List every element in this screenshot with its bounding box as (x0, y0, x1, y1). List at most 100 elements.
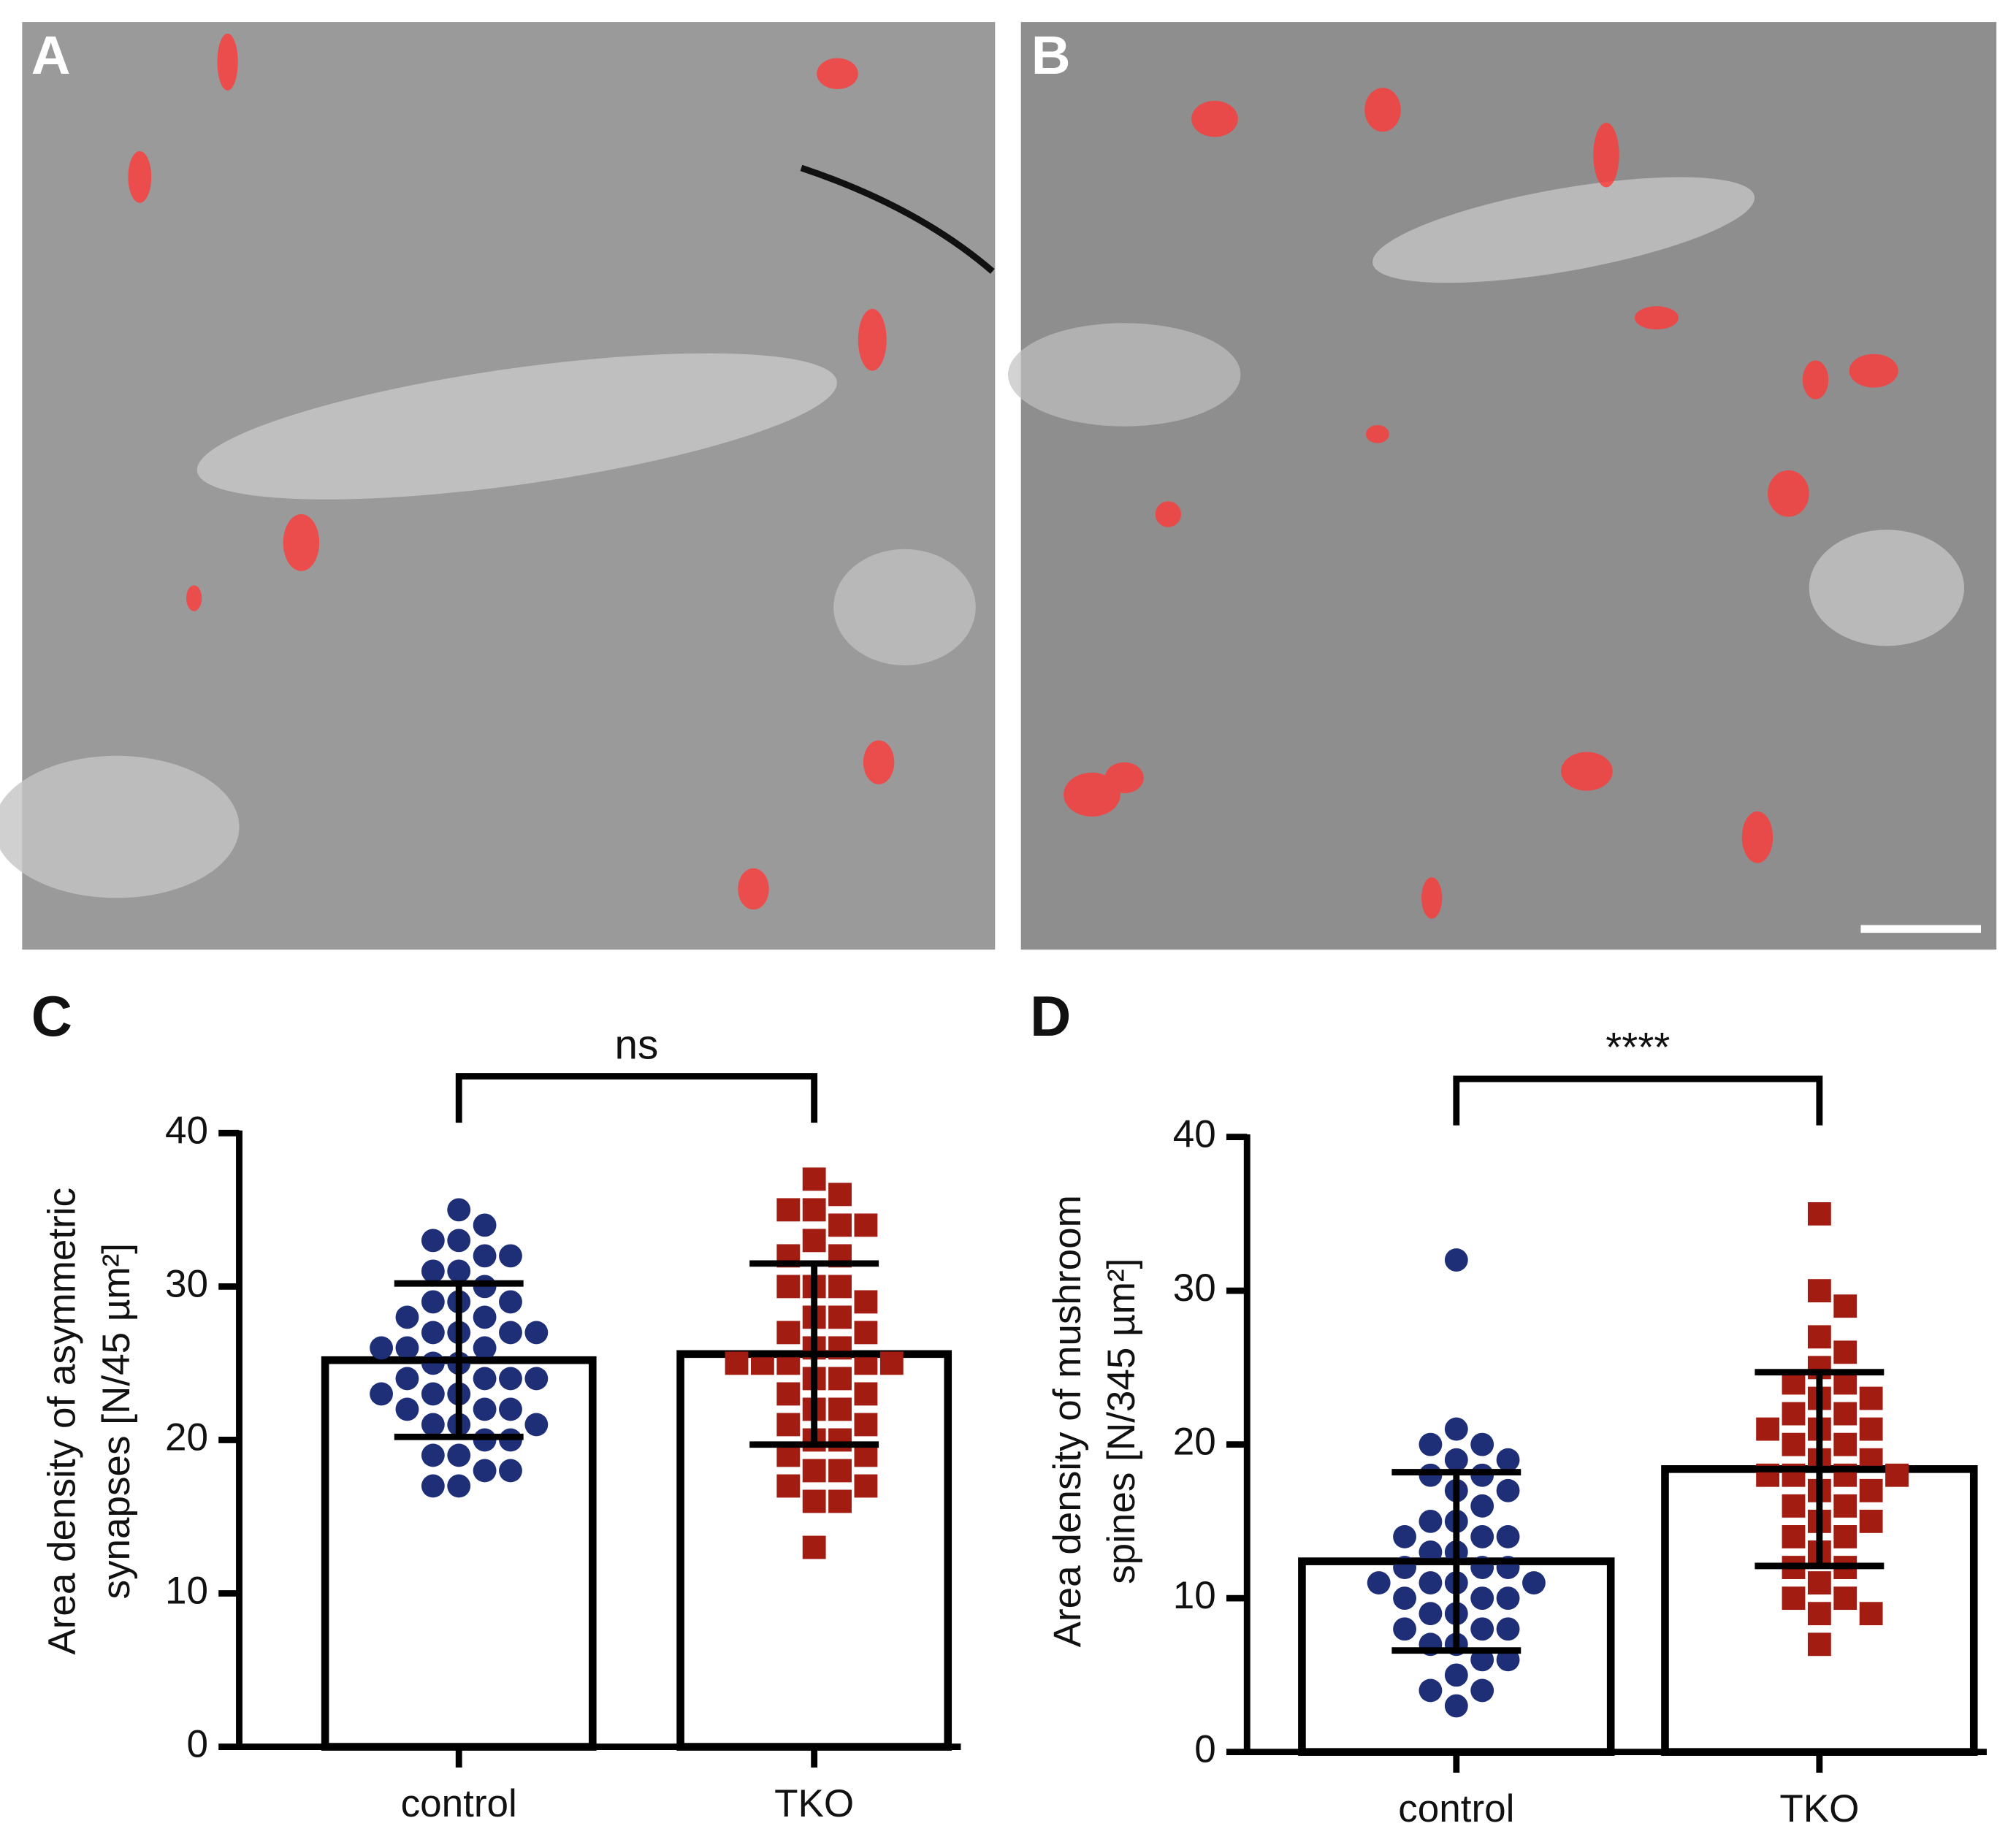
data-point (828, 1305, 852, 1329)
data-point (447, 1259, 471, 1283)
data-point (1807, 1202, 1831, 1226)
highlighted-synapses (128, 33, 895, 910)
data-point (473, 1397, 497, 1421)
x-tick-label: TKO (774, 1782, 854, 1825)
data-point (1419, 1571, 1443, 1595)
data-point (1833, 1432, 1857, 1456)
data-point (776, 1413, 801, 1437)
data-point (1470, 1525, 1494, 1548)
highlighted-synapses (1064, 88, 1898, 919)
y-tick-label: 10 (165, 1570, 208, 1613)
data-point (370, 1382, 393, 1406)
data-point (421, 1321, 445, 1345)
data-point (828, 1459, 852, 1483)
panel-label: D (1030, 985, 1071, 1048)
significance-label: ns (615, 1022, 659, 1068)
data-point (1807, 1632, 1831, 1657)
data-point (1470, 1432, 1494, 1456)
data-point (1885, 1463, 1909, 1487)
y-tick-label: 30 (165, 1262, 208, 1305)
em-image-a (0, 22, 996, 950)
data-point (1807, 1571, 1831, 1595)
data-point (828, 1367, 852, 1391)
data-point (1444, 1694, 1468, 1718)
data-point (776, 1198, 801, 1222)
data-point (1859, 1602, 1883, 1626)
data-point (1807, 1602, 1831, 1626)
data-point (1756, 1417, 1780, 1441)
y-axis-label: Area density of mushroom (1046, 1195, 1089, 1647)
y-tick-label: 40 (1173, 1113, 1216, 1156)
data-point (1833, 1294, 1857, 1318)
panel-label: A (31, 25, 71, 85)
data-point (802, 1167, 826, 1191)
data-point (1444, 1448, 1468, 1472)
data-point (1444, 1663, 1468, 1687)
data-point (473, 1213, 497, 1237)
em-image-b (1008, 22, 1997, 950)
data-point (1859, 1417, 1883, 1441)
data-point (395, 1305, 419, 1329)
data-point (828, 1183, 852, 1207)
data-point (473, 1367, 497, 1391)
data-point (1522, 1571, 1546, 1595)
y-axis-label: Area density of asymmetric (41, 1188, 84, 1655)
data-point (776, 1474, 801, 1498)
data-point (1496, 1525, 1520, 1548)
data-point (499, 1290, 522, 1314)
data-point (447, 1474, 471, 1498)
panel-label: B (1031, 25, 1071, 85)
data-point (421, 1413, 445, 1437)
data-point (1807, 1325, 1831, 1349)
data-point (1444, 1248, 1468, 1272)
data-point (1782, 1432, 1806, 1456)
data-point (473, 1305, 497, 1329)
data-point (802, 1489, 826, 1513)
data-point (1470, 1648, 1494, 1672)
x-tick-label: TKO (1779, 1787, 1859, 1830)
data-point (828, 1397, 852, 1421)
data-point (447, 1198, 471, 1222)
data-point (524, 1413, 549, 1437)
data-point (1833, 1586, 1857, 1611)
data-point (854, 1474, 878, 1498)
data-point (1496, 1648, 1520, 1672)
data-point (828, 1428, 852, 1452)
data-point (1859, 1509, 1883, 1533)
data-point (1782, 1586, 1806, 1611)
data-point (854, 1213, 878, 1237)
data-point (1419, 1540, 1443, 1564)
data-point (1419, 1509, 1443, 1533)
significance-label: **** (1605, 1024, 1670, 1070)
panel-label: C (31, 985, 72, 1048)
x-tick-label: control (1398, 1787, 1514, 1830)
x-tick-label: control (401, 1782, 517, 1825)
data-point (395, 1397, 419, 1421)
data-point (395, 1367, 419, 1391)
y-axis-label: synapses [N/45 µm²] (95, 1243, 138, 1600)
data-point (776, 1382, 801, 1406)
data-point (473, 1244, 497, 1268)
data-point (776, 1275, 801, 1299)
data-point (1419, 1678, 1443, 1703)
data-point (421, 1229, 445, 1253)
data-point (1496, 1448, 1520, 1472)
data-point (776, 1321, 801, 1345)
data-point (879, 1351, 904, 1375)
data-point (725, 1351, 749, 1375)
data-point (421, 1443, 445, 1467)
data-point (828, 1213, 852, 1237)
data-point (1833, 1525, 1857, 1548)
data-point (1419, 1602, 1443, 1626)
data-point (1782, 1402, 1806, 1426)
data-point (1496, 1586, 1520, 1611)
data-point (802, 1535, 826, 1559)
y-tick-label: 0 (1194, 1728, 1216, 1771)
data-point (828, 1489, 852, 1513)
data-point (1807, 1279, 1831, 1303)
data-point (854, 1321, 878, 1345)
data-point (1496, 1617, 1520, 1641)
data-point (854, 1382, 878, 1406)
data-point (1833, 1494, 1857, 1518)
